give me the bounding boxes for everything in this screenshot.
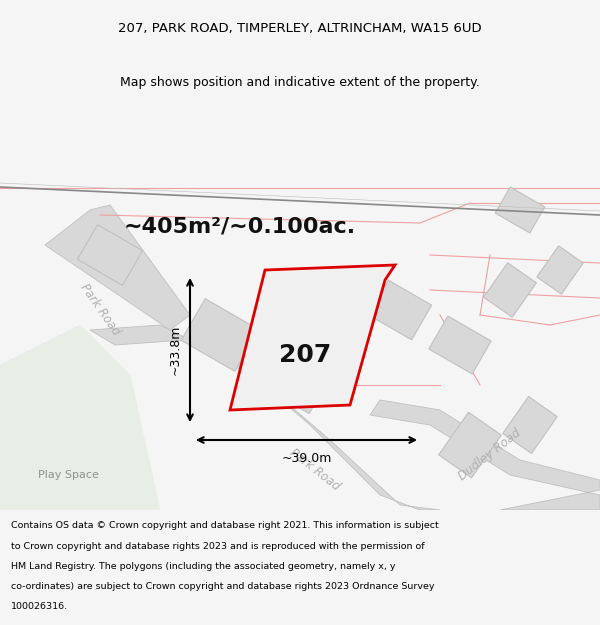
Polygon shape	[484, 262, 536, 318]
Polygon shape	[495, 187, 545, 233]
Text: ~405m²/~0.100ac.: ~405m²/~0.100ac.	[124, 217, 356, 237]
Text: ~33.8m: ~33.8m	[169, 325, 182, 375]
Text: Park Road: Park Road	[287, 446, 343, 494]
Text: to Crown copyright and database rights 2023 and is reproduced with the permissio: to Crown copyright and database rights 2…	[11, 542, 424, 551]
Polygon shape	[370, 400, 600, 510]
Polygon shape	[0, 325, 160, 510]
Text: HM Land Registry. The polygons (including the associated geometry, namely x, y: HM Land Registry. The polygons (includin…	[11, 562, 395, 571]
Polygon shape	[181, 299, 259, 371]
Polygon shape	[439, 412, 501, 478]
Polygon shape	[429, 316, 491, 374]
Polygon shape	[503, 396, 557, 454]
Text: Map shows position and indicative extent of the property.: Map shows position and indicative extent…	[120, 76, 480, 89]
Text: ~39.0m: ~39.0m	[281, 452, 332, 465]
Text: co-ordinates) are subject to Crown copyright and database rights 2023 Ordnance S: co-ordinates) are subject to Crown copyr…	[11, 582, 434, 591]
Polygon shape	[45, 205, 190, 330]
Text: Dudley Road: Dudley Road	[457, 427, 524, 483]
Text: Play Space: Play Space	[38, 470, 98, 480]
Text: 207: 207	[279, 343, 331, 367]
Text: 207, PARK ROAD, TIMPERLEY, ALTRINCHAM, WA15 6UD: 207, PARK ROAD, TIMPERLEY, ALTRINCHAM, W…	[118, 22, 482, 35]
Polygon shape	[368, 280, 431, 340]
Text: Park Road: Park Road	[77, 282, 122, 338]
Polygon shape	[259, 346, 331, 414]
Text: Contains OS data © Crown copyright and database right 2021. This information is : Contains OS data © Crown copyright and d…	[11, 521, 439, 531]
Polygon shape	[77, 224, 143, 286]
Polygon shape	[230, 265, 395, 410]
Polygon shape	[537, 246, 583, 294]
Polygon shape	[90, 325, 440, 510]
Text: 100026316.: 100026316.	[11, 602, 68, 611]
